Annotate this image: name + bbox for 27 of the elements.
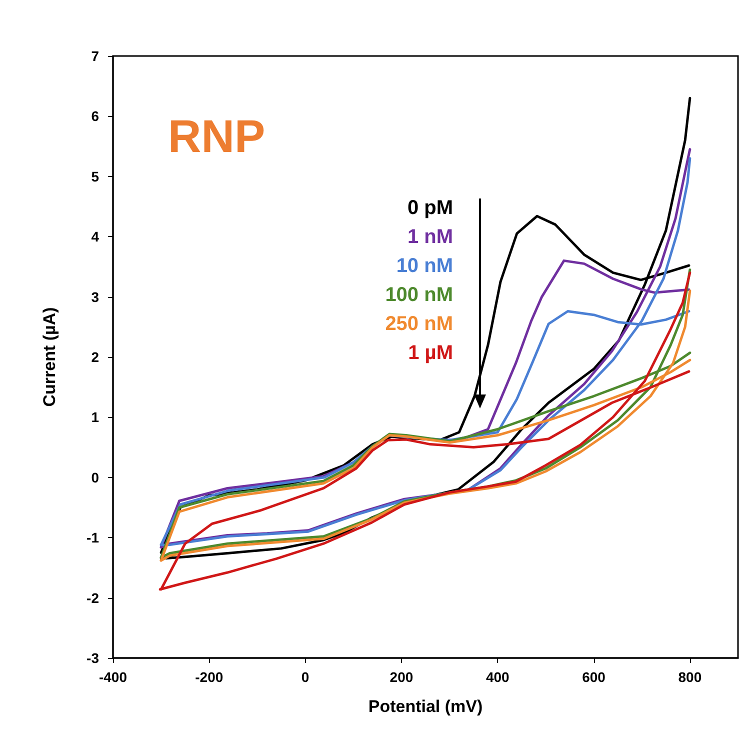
text: 10 nM: [396, 255, 453, 277]
y-tick-label: 3: [91, 288, 100, 305]
y-axis-title: Current (µA): [40, 307, 59, 407]
x-tick-label: 800: [678, 669, 702, 685]
x-tick-label: -200: [195, 669, 224, 685]
text: 0 pM: [407, 197, 453, 219]
text: 1 nM: [407, 226, 453, 248]
y-tick-label: 7: [91, 48, 100, 64]
y-tick-label: 1: [91, 409, 100, 426]
text: 250 nM: [385, 313, 453, 335]
y-tick-label: 0: [91, 469, 100, 486]
x-tick-label: 0: [301, 669, 310, 685]
y-tick-label: -2: [86, 590, 100, 606]
x-tick-label: -400: [98, 669, 128, 685]
y-tick-label: -3: [86, 650, 100, 666]
annotation: RNP: [168, 110, 266, 162]
x-axis-title: Potential (mV): [368, 697, 483, 716]
y-tick-label: -1: [86, 530, 100, 546]
x-tick-label: 400: [486, 669, 510, 685]
text: 100 nM: [385, 284, 453, 306]
y-tick-label: 6: [91, 108, 100, 124]
x-tick-label: 600: [582, 669, 606, 685]
text: 1 µM: [408, 342, 453, 364]
x-tick-label: 200: [390, 669, 414, 685]
y-tick-label: 4: [91, 228, 100, 245]
y-tick-label: 5: [91, 168, 100, 184]
y-tick-label: 2: [91, 349, 100, 365]
